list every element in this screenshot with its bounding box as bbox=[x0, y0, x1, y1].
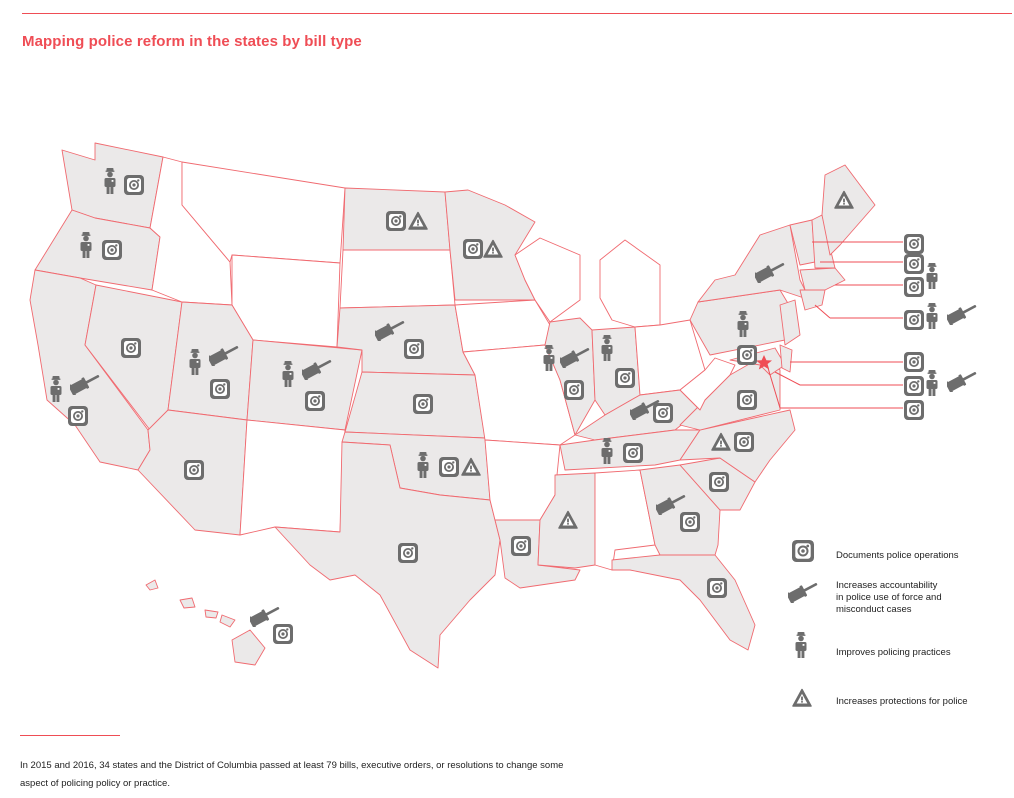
legend-police-officer-icon bbox=[795, 632, 807, 658]
camera-icon bbox=[184, 460, 204, 480]
camera-icon bbox=[564, 380, 584, 400]
camera-icon bbox=[305, 391, 325, 411]
bottom-rule bbox=[20, 735, 120, 736]
state-wv bbox=[679, 357, 736, 411]
legend-warning-triangle-icon bbox=[792, 688, 812, 707]
legend-label-warning: Increases protections for police bbox=[836, 696, 968, 707]
camera-icon bbox=[210, 379, 230, 399]
camera-icon bbox=[615, 368, 635, 388]
camera-icon bbox=[904, 254, 924, 274]
state-ia bbox=[454, 299, 551, 353]
camera-icon bbox=[463, 239, 483, 259]
legend-gavel-icon bbox=[788, 583, 818, 603]
camera-icon bbox=[904, 376, 924, 396]
state-ma bbox=[799, 267, 846, 291]
camera-icon bbox=[404, 339, 424, 359]
camera-icon bbox=[413, 394, 433, 414]
leader-lines bbox=[767, 241, 903, 409]
camera-icon bbox=[904, 310, 924, 330]
state-hi-4 bbox=[219, 614, 236, 628]
state-ct bbox=[799, 289, 826, 311]
state-me bbox=[821, 164, 876, 256]
gavel-icon bbox=[947, 305, 977, 325]
police-officer-icon bbox=[926, 263, 938, 289]
camera-icon bbox=[737, 345, 757, 365]
police-officer-icon bbox=[926, 303, 938, 329]
gavel-icon bbox=[947, 372, 977, 392]
camera-icon bbox=[904, 352, 924, 372]
state-fl bbox=[611, 554, 756, 651]
camera-icon bbox=[511, 536, 531, 556]
camera-icon bbox=[653, 403, 673, 423]
camera-icon bbox=[439, 457, 459, 477]
leader-md bbox=[774, 371, 801, 386]
police-officer-icon bbox=[926, 370, 938, 396]
camera-icon bbox=[737, 390, 757, 410]
camera-icon bbox=[680, 512, 700, 532]
camera-icon bbox=[709, 472, 729, 492]
legend-label-camera: Documents police operations bbox=[836, 550, 959, 561]
state-nm bbox=[239, 419, 346, 536]
state-hi-2 bbox=[179, 597, 196, 609]
page-title: Mapping police reform in the states by b… bbox=[22, 33, 362, 50]
state-wi bbox=[514, 237, 581, 323]
state-tx bbox=[274, 441, 501, 669]
legend-label-gavel: Increases accountability in police use o… bbox=[836, 580, 942, 615]
camera-icon bbox=[124, 175, 144, 195]
state-hi-5 bbox=[231, 629, 266, 666]
camera-icon bbox=[707, 578, 727, 598]
leader-dc bbox=[767, 367, 781, 409]
camera-icon bbox=[904, 400, 924, 420]
leader-ct bbox=[814, 304, 831, 319]
state-de bbox=[779, 344, 793, 373]
state-hi-1 bbox=[145, 579, 159, 591]
state-sd bbox=[339, 249, 456, 309]
camera-icon bbox=[68, 406, 88, 426]
camera-icon bbox=[273, 624, 293, 644]
footnote: In 2015 and 2016, 34 states and the Dist… bbox=[20, 760, 564, 789]
state-mi bbox=[599, 239, 661, 328]
state-co bbox=[246, 339, 363, 431]
legend-camera-icon bbox=[792, 540, 814, 562]
legend-label-police: Improves policing practices bbox=[836, 647, 951, 658]
camera-icon bbox=[623, 443, 643, 463]
camera-icon bbox=[398, 543, 418, 563]
top-rule bbox=[22, 13, 1012, 14]
camera-icon bbox=[121, 338, 141, 358]
camera-icon bbox=[904, 234, 924, 254]
legend-icons bbox=[788, 540, 818, 707]
camera-icon bbox=[386, 211, 406, 231]
camera-icon bbox=[904, 277, 924, 297]
state-nj bbox=[779, 299, 801, 346]
state-hi-3 bbox=[204, 609, 219, 619]
camera-icon bbox=[734, 432, 754, 452]
camera-icon bbox=[102, 240, 122, 260]
star-icon bbox=[756, 355, 772, 370]
